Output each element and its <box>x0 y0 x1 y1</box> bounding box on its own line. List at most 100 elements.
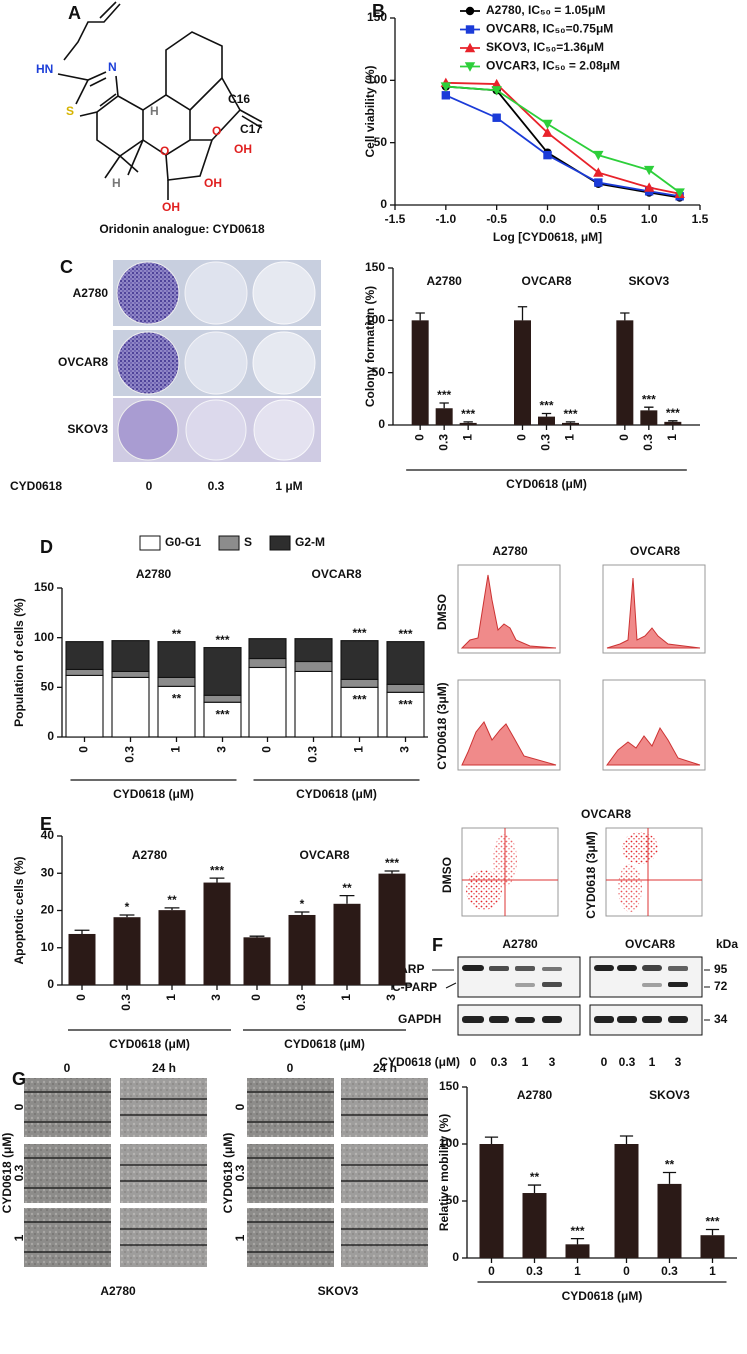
well <box>117 399 179 461</box>
row-label: DMSO <box>435 594 449 630</box>
dose-label: 0.3 <box>12 1164 26 1181</box>
x-axis-label: CYD0618 (μM) <box>113 787 194 801</box>
plot-title: OVCAR8 <box>581 807 631 821</box>
bar-segment <box>203 701 242 738</box>
y-tick-label: 100 <box>365 313 385 327</box>
bar-segment <box>203 647 242 696</box>
x-tick-label: 0.3 <box>123 746 137 763</box>
bar <box>614 1144 639 1258</box>
bond <box>75 79 89 105</box>
marker <box>440 82 452 92</box>
group-label: A2780 <box>426 274 462 288</box>
marker <box>465 6 475 16</box>
bar <box>158 910 186 985</box>
atom-label: OH <box>234 142 252 156</box>
histogram <box>606 726 701 766</box>
error-bar <box>439 402 449 409</box>
dose-label: 0.3 <box>491 1055 508 1069</box>
group-label: SKOV3 <box>628 274 669 288</box>
legend-label: OVCAR3, IC₅₀ = 2.08μM <box>486 59 620 73</box>
bond <box>190 77 241 141</box>
panel-label: B <box>372 1 385 21</box>
significance: *** <box>642 392 656 406</box>
bar-segment <box>294 670 333 738</box>
error-bar <box>463 421 473 423</box>
bond <box>99 93 117 107</box>
error-bar <box>644 406 654 411</box>
atom-label: H <box>150 104 159 118</box>
y-tick-label: 150 <box>34 580 54 594</box>
scratch-image <box>341 1144 428 1203</box>
marker <box>441 91 451 100</box>
significance: ** <box>167 893 177 907</box>
x-tick-label: 0.3 <box>306 746 320 763</box>
legend-swatch <box>269 535 291 551</box>
significance: *** <box>437 388 451 402</box>
treatment-label: CYD0618 (μM) <box>379 1055 460 1069</box>
bar-segment <box>340 640 379 680</box>
atom-label: OH <box>162 200 180 214</box>
bar <box>203 882 231 985</box>
flow-histograms: A2780 OVCAR8 DMSO CYD0618 (3μM) <box>435 544 706 771</box>
x-axis-label: CYD0618 (μM) <box>562 1289 643 1303</box>
bar-segment <box>65 674 104 738</box>
x-tick-label: -1.5 <box>385 212 406 226</box>
significance: ** <box>172 627 182 641</box>
bond <box>104 154 139 179</box>
row-label: CYD0618 (3μM) <box>435 682 449 769</box>
x-tick-label: 1 <box>352 746 366 753</box>
x-tick-label: 0.5 <box>590 212 607 226</box>
scratch-image <box>24 1078 111 1137</box>
scratch-image <box>247 1078 334 1137</box>
x-tick-label: 1 <box>169 746 183 753</box>
scratch-image <box>341 1208 428 1267</box>
row-label: A2780 <box>73 286 109 300</box>
legend-label: S <box>244 535 252 549</box>
significance: *** <box>385 856 399 870</box>
error-bar <box>164 907 180 911</box>
dose-label: 0 <box>12 1103 26 1110</box>
cell-line-label: A2780 <box>502 937 538 951</box>
x-tick-label: 1 <box>563 434 577 441</box>
x-tick-label: 1 <box>709 1264 716 1278</box>
panel-label: E <box>40 814 52 834</box>
error-bar <box>209 877 225 883</box>
treatment-label: CYD0618 (μM) <box>221 1133 235 1214</box>
significance: *** <box>210 863 224 877</box>
error-bar <box>527 1184 542 1194</box>
error-bar <box>668 420 678 422</box>
cell-line-label: A2780 <box>100 1284 136 1298</box>
bands <box>462 965 688 1023</box>
dose-label: 1 <box>649 1055 656 1069</box>
column-label: A2780 <box>492 544 528 558</box>
dot-cloud <box>618 864 642 912</box>
error-bar <box>705 1228 720 1236</box>
error-bar <box>565 421 576 423</box>
bond <box>57 71 107 81</box>
significance: *** <box>215 707 229 721</box>
bar-segment <box>203 694 242 703</box>
y-tick-label: 0 <box>47 729 54 743</box>
error-bar <box>484 1136 499 1144</box>
marker <box>593 150 604 161</box>
bar <box>479 1144 504 1258</box>
bar <box>700 1235 725 1258</box>
legend-swatch <box>139 535 161 551</box>
x-tick-label: 0 <box>74 994 88 1001</box>
bar-segment <box>65 641 104 671</box>
group-label: OVCAR8 <box>299 848 349 862</box>
atom-label: H <box>112 176 121 190</box>
group-label: OVCAR8 <box>521 274 571 288</box>
legend-label: A2780, IC₅₀ = 1.05μM <box>486 3 605 17</box>
x-tick-label: 1.5 <box>692 212 709 226</box>
bar-segment <box>340 686 379 738</box>
bar-segment <box>111 670 150 678</box>
y-tick-label: 100 <box>367 73 387 87</box>
marker <box>492 113 501 122</box>
significance: ** <box>665 1158 675 1172</box>
x-tick-label: 3 <box>384 994 398 1001</box>
error-bar <box>249 935 265 938</box>
x-axis-label: CYD0618 (μM) <box>284 1037 365 1051</box>
series-line <box>445 94 680 198</box>
y-tick-label: 0 <box>380 197 387 211</box>
